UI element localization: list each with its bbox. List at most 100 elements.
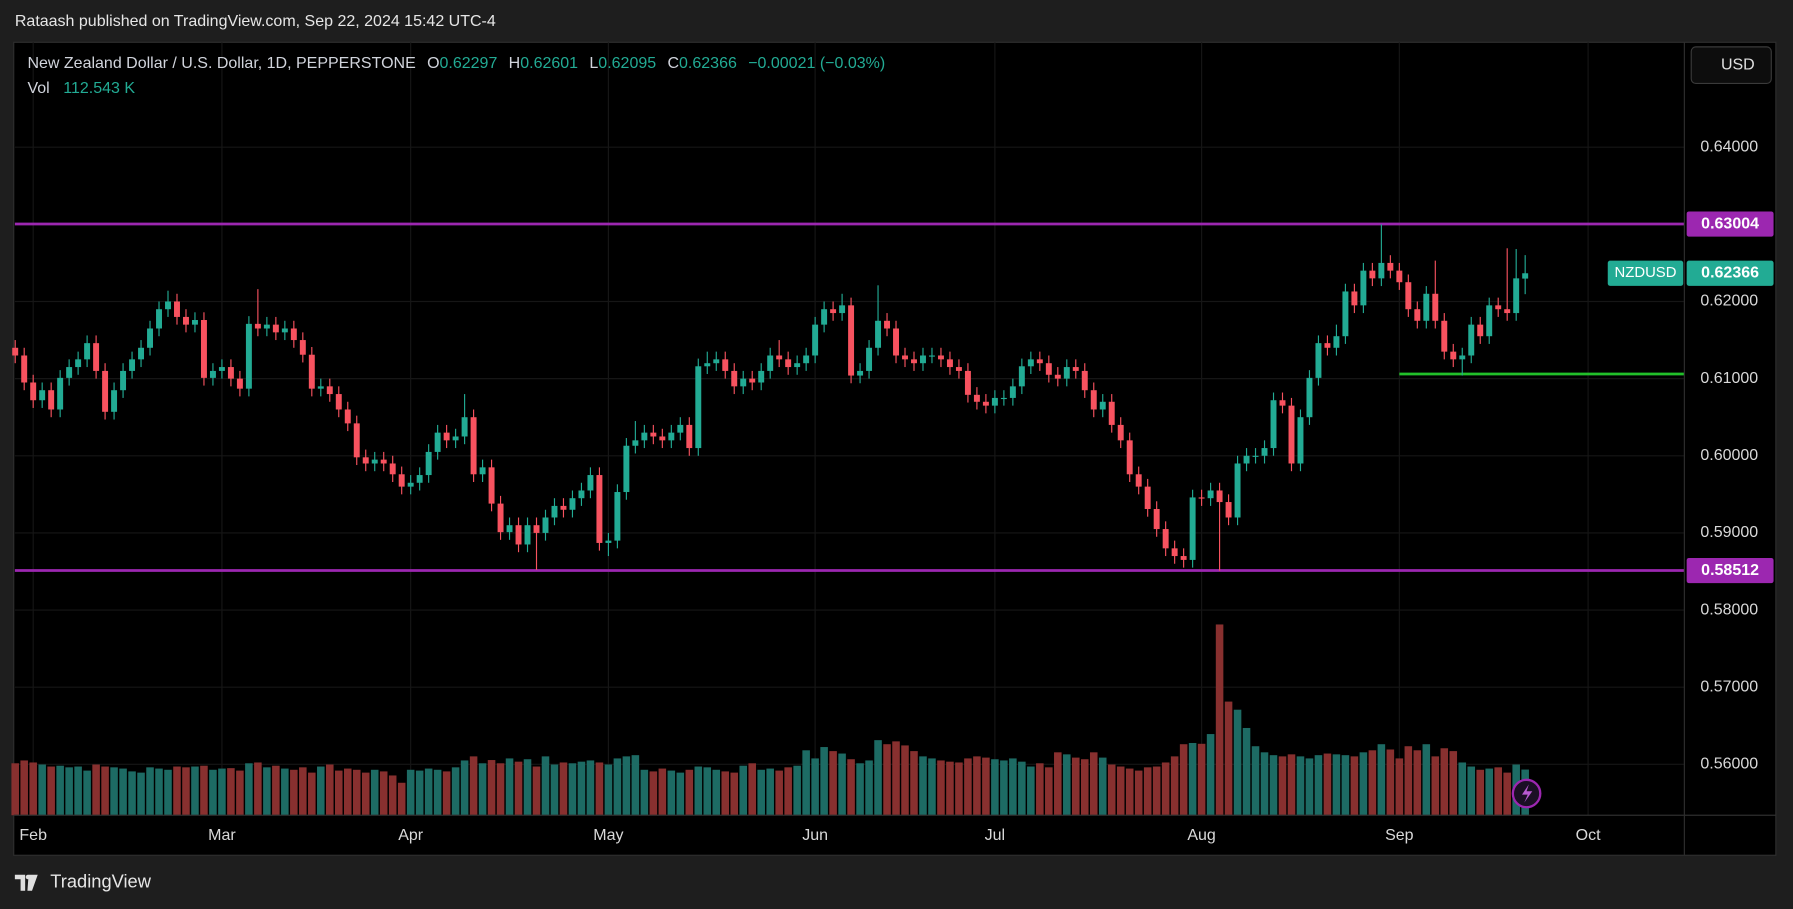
volume-bar [1215,624,1224,816]
candle-body [650,432,657,437]
candle-body [75,359,82,368]
volume-bar [1422,744,1431,816]
candle-body [623,445,630,493]
candle-body [767,355,774,371]
volume-bar [200,765,208,816]
candle-body [272,324,279,333]
candle-body [1252,455,1259,457]
volume-bar [1395,758,1404,816]
logo-mark [14,874,38,891]
volume-bar [1009,758,1017,816]
candle-body [1126,440,1133,475]
last-price-tag [1686,260,1774,286]
candle-body [1378,262,1385,279]
price-tag-label: 0.63004 [1701,215,1759,232]
candle-body [946,359,953,368]
volume-bar [550,764,559,816]
volume-bar [838,753,846,816]
volume-bar [119,768,127,816]
candle-body [57,377,64,410]
lightning-button[interactable] [1511,778,1542,809]
currency-button[interactable] [1690,46,1772,85]
candle-body [524,525,531,545]
candle-body [281,328,288,333]
candle-body [1477,324,1484,337]
symbol-tag-label: NZDUSD [1615,265,1677,281]
candle-body [704,363,711,367]
volume-bar [326,764,334,816]
candle-body [848,305,855,376]
volume-bar [1296,756,1305,816]
volume-bar [379,771,388,816]
price-tag [1686,557,1774,584]
volume-bar [74,766,82,816]
volume-bar [1359,752,1368,816]
candle-body [1162,529,1169,549]
currency-label[interactable]: USD [1721,56,1755,73]
legend-h: 0.62601 [520,55,578,72]
volume-bar [173,766,181,816]
volume-bar [38,764,46,816]
volume-bar [1458,762,1467,816]
candle-layer [12,224,1529,571]
volume-bar [964,758,972,816]
legend-l: 0.62095 [598,55,656,72]
volume-bar [1125,768,1134,816]
candle-body [191,320,198,325]
volume-bar [721,771,730,816]
volume-bar [110,767,118,816]
candle-body [84,343,91,360]
candle-body [928,355,935,357]
candle-body [560,505,567,510]
candle-body [236,378,243,389]
volume-bar [388,775,397,816]
x-tick-label: May [593,827,623,844]
volume-bar [505,758,514,816]
volume-bar [334,770,343,816]
volume-bar [1341,755,1350,816]
candle-body [147,328,153,348]
volume-bar [1413,750,1422,816]
candle-body [1405,282,1412,310]
volume-bar [146,767,154,816]
candle-body [398,474,405,487]
chart-panel [13,41,1777,856]
candle-body [120,370,127,391]
volume-bar [352,769,361,816]
volume-bar [1098,757,1107,816]
volume-bar [1233,709,1242,816]
volume-bar [1269,755,1278,816]
volume-bar [397,782,406,816]
volume-bar [910,751,918,816]
volume-bar [451,767,460,816]
drawing-layer [14,222,1685,572]
candle-body [641,432,648,441]
candle-body [857,370,864,376]
volume-bar [343,768,352,816]
candle-body [920,355,926,364]
candle-body [1117,424,1124,441]
candle-body [1054,374,1061,379]
volume-bar [164,769,172,816]
candle-body [308,354,315,389]
candle-body [1081,370,1088,391]
volume-bar [793,765,801,816]
candle-body [794,363,801,368]
candle-body [183,316,189,325]
volume-bar [254,762,262,816]
volume-bar [1251,746,1260,816]
volume-bar [1080,759,1089,816]
volume-bar [1431,756,1440,816]
candle-body [1297,417,1304,464]
volume-bar [865,760,873,816]
symbol-tag [1607,260,1684,286]
volume-bar [622,756,631,816]
volume-bar [1036,763,1044,816]
volume-layer [11,624,1529,816]
volume-bar [712,769,721,816]
candle-body [1261,448,1268,456]
candle-body [1234,463,1241,518]
candle-body [1333,336,1340,348]
lightning-icon[interactable] [1521,784,1533,803]
